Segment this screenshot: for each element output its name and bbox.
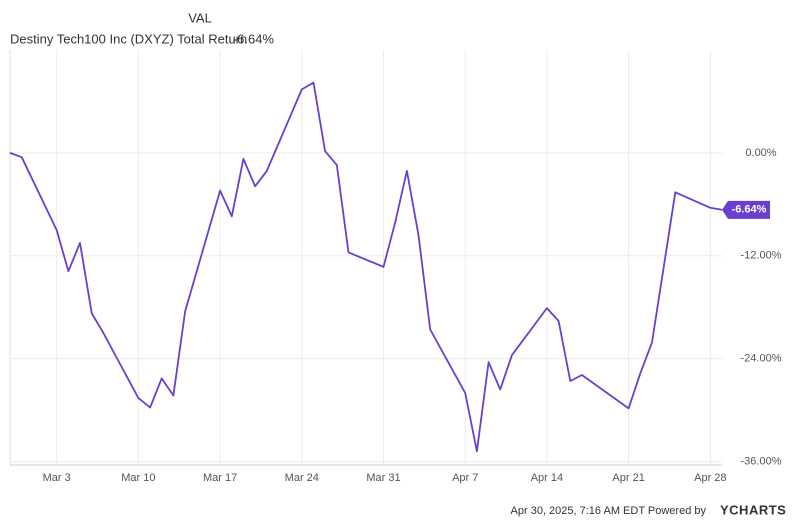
x-tick-label: Mar 3 [43,472,71,484]
x-tick-label: Mar 17 [203,472,237,484]
y-tick-label: -36.00% [741,455,782,467]
y-tick-label: -24.00% [741,353,782,365]
end-tag-label: -6.64% [732,204,767,216]
x-tick-label: Apr 14 [531,472,563,484]
legend-value: -6.64% [233,31,275,46]
x-tick-label: Apr 21 [612,472,644,484]
line [9,81,723,453]
footer: Apr 30, 2025, 7:16 AM EDT Powered by [511,505,707,517]
x-tick-label: Apr 7 [452,472,478,484]
end-tag [722,200,770,219]
x-tick-label: Mar 31 [366,472,400,484]
x-tick-label: Mar 24 [285,472,319,484]
x-tick-label: Mar 10 [121,472,155,484]
y-tick-label: -12.00% [741,250,782,262]
legend-header: VAL [188,10,212,25]
brand: YCHARTS [720,502,786,517]
legend-entry: Destiny Tech100 Inc (DXYZ) Total Return [10,31,247,46]
y-tick-label: 0.00% [745,147,776,159]
x-tick-label: Apr 28 [694,472,726,484]
